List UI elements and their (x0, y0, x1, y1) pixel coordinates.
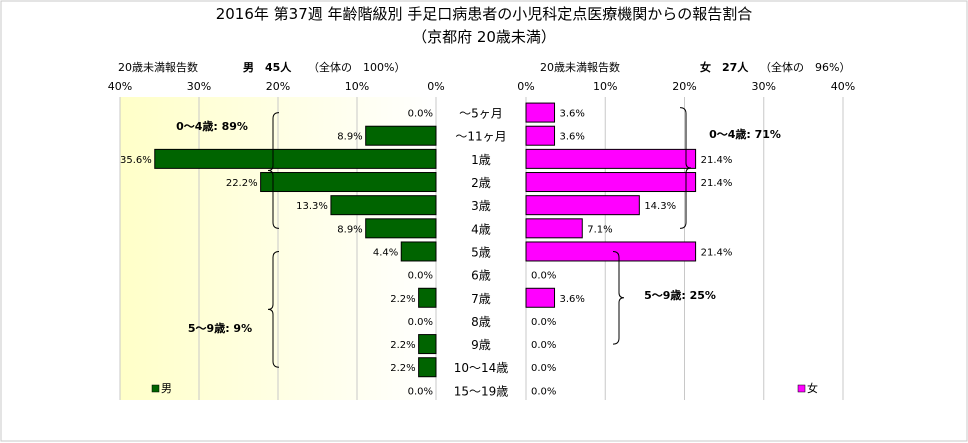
female-bar (525, 148, 697, 169)
female-value-label: 7.1% (587, 224, 612, 235)
female-tick-label: 20% (672, 80, 696, 93)
male-tick-label: 40% (108, 80, 132, 93)
female-value-label: 0.0% (531, 340, 556, 351)
male-bracket-5-9 (267, 250, 280, 368)
female-bar (525, 125, 556, 146)
female-axis-label: 20歳未満報告数 (540, 61, 620, 74)
category-label: 3歳 (471, 199, 491, 213)
category-label: 6歳 (471, 269, 491, 283)
female-bar (525, 241, 697, 262)
female-value-label: 0.0% (531, 271, 556, 282)
category-label: 15～19歳 (454, 384, 509, 398)
male-tick-label: 30% (187, 80, 211, 93)
male-bar (418, 357, 437, 378)
category-label: 10～14歳 (454, 361, 509, 375)
female-group-label: 5～9歳: 25% (644, 288, 716, 302)
female-tick-label: 10% (593, 80, 617, 93)
male-value-label: 0.0% (408, 109, 433, 120)
category-label: 8歳 (471, 315, 491, 329)
male-value-label: 13.3% (296, 201, 328, 212)
category-label: ～5ヶ月 (459, 107, 503, 121)
male-value-label: 4.4% (373, 247, 398, 258)
category-label: 1歳 (471, 153, 491, 167)
male-value-label: 8.9% (337, 132, 362, 143)
male-value-label: 2.2% (390, 340, 415, 351)
female-legend-swatch (797, 384, 806, 393)
male-legend-swatch (151, 384, 160, 393)
male-group-label: 5～9歳: 9% (188, 321, 252, 335)
male-bar (365, 218, 437, 239)
female-tick-label: 40% (831, 80, 855, 93)
male-value-label: 35.6% (120, 155, 152, 166)
female-bar (525, 102, 556, 123)
female-value-label: 21.4% (701, 155, 733, 166)
male-value-label: 8.9% (337, 224, 362, 235)
female-value-label: 0.0% (531, 317, 556, 328)
female-bar (525, 195, 640, 216)
male-tick-label: 10% (345, 80, 369, 93)
female-bar (525, 287, 556, 308)
female-tick-label: 30% (752, 80, 776, 93)
male-value-label: 2.2% (390, 294, 415, 305)
female-group-label: 0～4歳: 71% (709, 127, 781, 141)
male-bar (365, 125, 437, 146)
chart-subtitle: （京都府 20歳未満） (412, 28, 556, 46)
female-count: 女 27人 (700, 61, 749, 74)
female-bracket-5-9 (612, 250, 625, 345)
female-bar (525, 218, 583, 239)
male-group-label: 0～4歳: 89% (176, 119, 248, 133)
female-tick-label: 0% (517, 80, 534, 93)
male-bracket-0-4 (267, 112, 280, 229)
male-value-label: 0.0% (408, 271, 433, 282)
male-tick-label: 20% (266, 80, 290, 93)
male-bar (260, 172, 437, 193)
female-value-label: 21.4% (701, 178, 733, 189)
male-bar (418, 334, 437, 355)
chart-title: 2016年 第37週 年齢階級別 手足口病患者の小児科定点医療機関からの報告割合 (215, 5, 753, 23)
male-bar (400, 241, 437, 262)
female-value-label: 0.0% (531, 363, 556, 374)
female-value-label: 3.6% (560, 132, 585, 143)
male-count: 男 45人 (243, 61, 292, 74)
category-label: 7歳 (471, 292, 491, 306)
category-label: 4歳 (471, 222, 491, 236)
male-axis-label: 20歳未満報告数 (118, 61, 198, 74)
male-value-label: 22.2% (226, 178, 258, 189)
female-value-label: 21.4% (701, 247, 733, 258)
male-value-label: 0.0% (408, 386, 433, 397)
category-label: 2歳 (471, 176, 491, 190)
category-label: 5歳 (471, 245, 491, 259)
male-tick-label: 0% (427, 80, 444, 93)
male-value-label: 2.2% (390, 363, 415, 374)
female-share: （全体の 96%） (760, 61, 851, 74)
male-share: （全体の 100%） (308, 61, 406, 74)
female-legend-label: 女 (807, 381, 818, 395)
category-label: ～11ヶ月 (455, 130, 506, 144)
male-bar (154, 148, 437, 169)
male-bar (418, 287, 437, 308)
male-value-label: 0.0% (408, 317, 433, 328)
female-bar (525, 172, 697, 193)
female-value-label: 3.6% (560, 294, 585, 305)
category-label: 9歳 (471, 338, 491, 352)
male-legend-label: 男 (161, 382, 172, 395)
male-bar (330, 195, 437, 216)
female-value-label: 3.6% (560, 109, 585, 120)
female-bracket-0-4 (679, 107, 692, 229)
female-value-label: 14.3% (644, 201, 676, 212)
female-value-label: 0.0% (531, 386, 556, 397)
